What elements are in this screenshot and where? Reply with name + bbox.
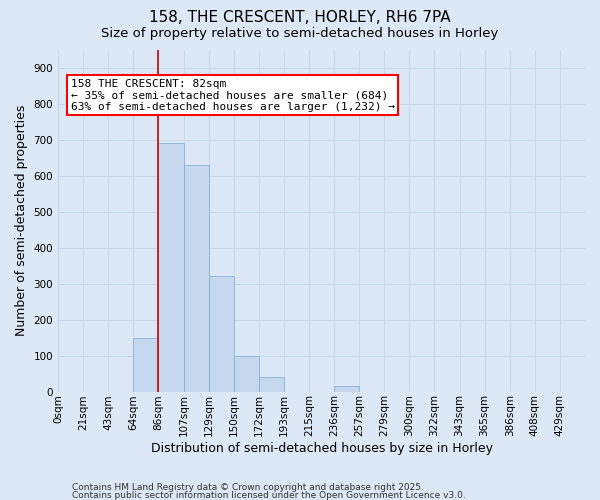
Bar <box>233 356 259 392</box>
Text: 158 THE CRESCENT: 82sqm
← 35% of semi-detached houses are smaller (684)
63% of s: 158 THE CRESCENT: 82sqm ← 35% of semi-de… <box>71 79 395 112</box>
Text: 158, THE CRESCENT, HORLEY, RH6 7PA: 158, THE CRESCENT, HORLEY, RH6 7PA <box>149 10 451 25</box>
X-axis label: Distribution of semi-detached houses by size in Horley: Distribution of semi-detached houses by … <box>151 442 493 455</box>
Text: Contains public sector information licensed under the Open Government Licence v3: Contains public sector information licen… <box>72 490 466 500</box>
Text: Size of property relative to semi-detached houses in Horley: Size of property relative to semi-detach… <box>101 28 499 40</box>
Bar <box>334 386 359 392</box>
Bar <box>133 338 158 392</box>
Bar <box>184 165 209 392</box>
Bar <box>209 276 233 392</box>
Text: Contains HM Land Registry data © Crown copyright and database right 2025.: Contains HM Land Registry data © Crown c… <box>72 484 424 492</box>
Bar <box>158 144 184 392</box>
Bar <box>259 377 284 392</box>
Y-axis label: Number of semi-detached properties: Number of semi-detached properties <box>15 105 28 336</box>
